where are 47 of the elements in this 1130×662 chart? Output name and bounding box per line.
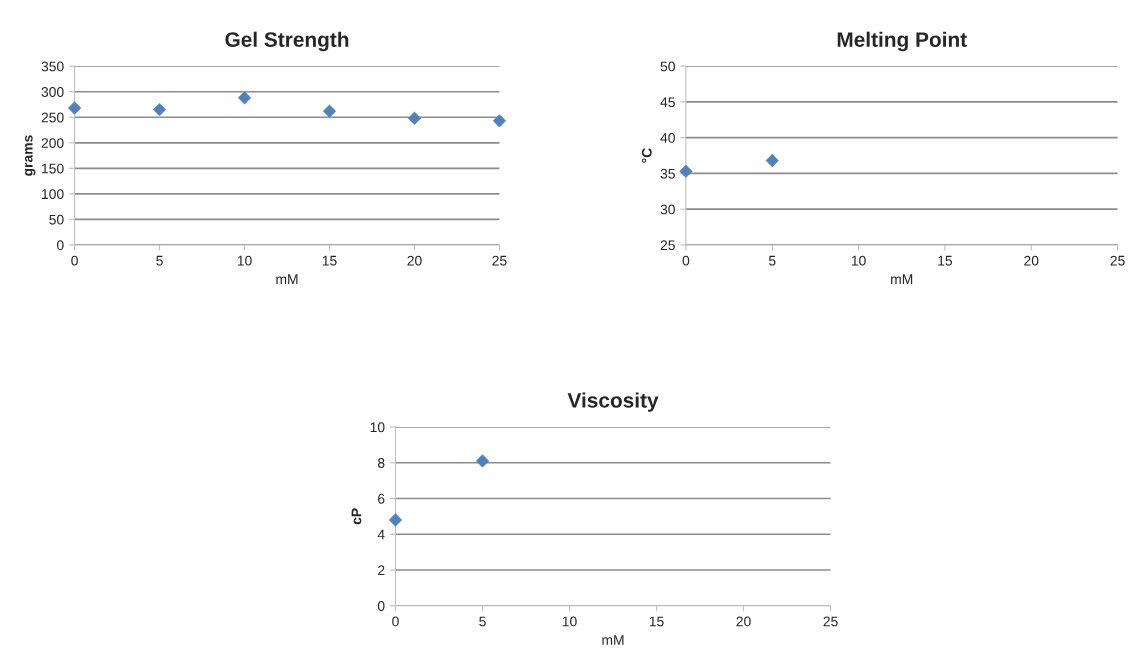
y-tick-label: 100 bbox=[42, 189, 64, 200]
y-axis-title: °C bbox=[641, 148, 652, 163]
x-tick-label: 25 bbox=[823, 616, 838, 627]
y-tick-label: 0 bbox=[56, 240, 64, 251]
x-tick-label: 0 bbox=[682, 255, 690, 266]
y-tick-label: 6 bbox=[378, 493, 385, 504]
x-tick-label: 10 bbox=[562, 616, 577, 627]
y-tick-label: 35 bbox=[660, 168, 675, 179]
y-tick-label: 40 bbox=[660, 133, 675, 143]
x-tick-label: 10 bbox=[851, 255, 866, 266]
x-tick-label: 15 bbox=[322, 255, 337, 266]
y-tick-label: 150 bbox=[42, 163, 64, 174]
x-axis-title: mM bbox=[276, 274, 298, 284]
x-tick-label: 15 bbox=[938, 255, 953, 266]
y-tick-label: 0 bbox=[377, 601, 385, 611]
y-tick-label: 50 bbox=[660, 61, 675, 72]
x-tick-label: 15 bbox=[649, 616, 664, 627]
x-tick-label: 20 bbox=[1024, 255, 1039, 266]
x-tick-label: 10 bbox=[237, 255, 252, 266]
y-tick-label: 50 bbox=[49, 214, 64, 225]
y-tick-label: 2 bbox=[378, 565, 385, 576]
x-tick-label: 5 bbox=[768, 255, 776, 266]
chart-title: Melting Point bbox=[837, 31, 967, 52]
chart-title: Viscosity bbox=[567, 392, 659, 412]
y-tick-label: 8 bbox=[377, 458, 385, 468]
x-tick-label: 20 bbox=[407, 255, 422, 266]
y-tick-label: 25 bbox=[660, 240, 675, 251]
y-tick-label: 200 bbox=[41, 138, 64, 148]
x-tick-label: 0 bbox=[71, 255, 78, 266]
y-axis-title: cP bbox=[351, 508, 362, 525]
y-tick-label: 30 bbox=[660, 204, 675, 215]
y-tick-label: 4 bbox=[377, 529, 385, 540]
x-tick-label: 0 bbox=[392, 616, 399, 627]
y-tick-label: 350 bbox=[41, 61, 64, 72]
x-tick-label: 5 bbox=[156, 255, 163, 266]
y-tick-label: 250 bbox=[41, 112, 64, 123]
x-tick-label: 25 bbox=[1110, 255, 1125, 266]
y-tick-label: 45 bbox=[660, 97, 675, 108]
x-axis-title: mM bbox=[602, 635, 624, 645]
x-tick-label: 20 bbox=[736, 616, 751, 627]
y-tick-label: 300 bbox=[41, 87, 64, 97]
x-tick-label: 5 bbox=[479, 616, 486, 627]
chart-title: Gel Strength bbox=[225, 31, 349, 52]
y-axis-title: grams bbox=[25, 135, 36, 176]
x-tick-label: 25 bbox=[492, 255, 507, 266]
x-axis-title: mM bbox=[891, 274, 913, 284]
y-tick-label: 10 bbox=[370, 422, 385, 433]
